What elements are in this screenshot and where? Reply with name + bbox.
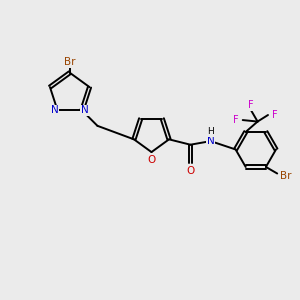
- Text: N: N: [51, 105, 58, 116]
- Text: Br: Br: [280, 172, 291, 182]
- Text: O: O: [186, 166, 194, 176]
- Text: Br: Br: [64, 57, 76, 67]
- Text: N: N: [207, 136, 214, 146]
- Text: O: O: [147, 154, 156, 164]
- Text: F: F: [272, 110, 277, 120]
- Text: F: F: [248, 100, 254, 110]
- Text: N: N: [81, 105, 89, 116]
- Text: H: H: [207, 127, 214, 136]
- Text: F: F: [233, 115, 239, 125]
